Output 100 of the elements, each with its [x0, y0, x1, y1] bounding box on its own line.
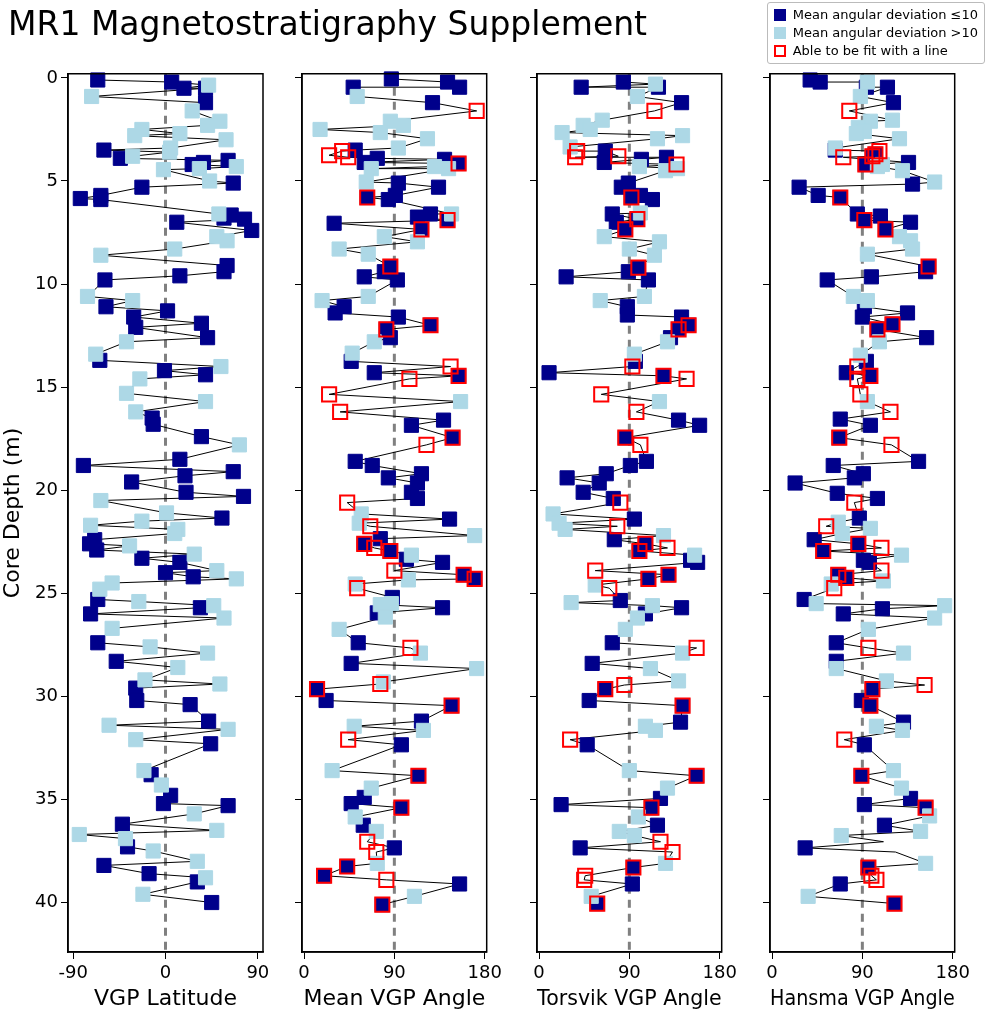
- point: [426, 159, 443, 175]
- point: [918, 855, 934, 871]
- point: [913, 823, 929, 839]
- x-tick-label: 0: [766, 961, 778, 983]
- y-tick-label: 10: [35, 271, 58, 293]
- point: [845, 288, 861, 305]
- point: [659, 334, 676, 350]
- point: [893, 547, 910, 563]
- point: [687, 547, 703, 563]
- point: [469, 660, 485, 677]
- point: [562, 731, 579, 748]
- point: [674, 128, 691, 144]
- point: [836, 731, 853, 748]
- point: [331, 241, 347, 257]
- legend-label: Able to be fit with a line: [792, 42, 948, 60]
- point: [368, 823, 384, 839]
- point: [841, 102, 858, 119]
- point: [368, 843, 385, 861]
- point: [636, 288, 652, 305]
- point: [862, 520, 878, 536]
- point: [800, 888, 816, 904]
- point: [621, 763, 637, 779]
- point: [419, 131, 436, 147]
- point: [366, 539, 383, 557]
- point: [332, 403, 349, 420]
- point: [347, 809, 363, 825]
- point: [563, 595, 579, 611]
- point: [557, 521, 573, 537]
- y-tick-label: 0: [46, 65, 58, 87]
- point: [891, 131, 908, 147]
- point: [859, 246, 875, 262]
- point: [366, 334, 382, 350]
- point: [321, 147, 338, 164]
- x-axis-title: Mean VGP Angle: [303, 984, 486, 1010]
- point: [871, 143, 888, 160]
- point: [312, 121, 328, 138]
- point: [612, 494, 629, 511]
- point: [631, 159, 647, 175]
- point: [868, 871, 885, 888]
- point: [688, 639, 705, 656]
- point: [630, 809, 646, 825]
- point: [569, 143, 586, 160]
- legend-label: Mean angular deviation >10: [792, 24, 978, 42]
- point: [402, 639, 419, 656]
- point: [601, 580, 618, 597]
- y-tick-label: 30: [35, 684, 58, 706]
- y-tick-label: 35: [35, 787, 58, 809]
- point: [360, 288, 376, 305]
- point: [468, 102, 485, 119]
- x-tick-label: 180: [935, 961, 970, 983]
- x-tick-label: 0: [298, 961, 310, 983]
- point: [927, 610, 943, 626]
- point: [833, 827, 849, 844]
- point: [860, 621, 876, 637]
- point: [349, 580, 366, 597]
- x-tick-label: 0: [159, 961, 172, 983]
- point: [674, 645, 691, 661]
- point: [670, 673, 687, 689]
- x-tick-label: 90: [246, 961, 270, 983]
- x-tick-label: 0: [533, 961, 545, 983]
- x-axis-title: VGP Latitude: [94, 984, 237, 1010]
- point: [453, 394, 469, 410]
- point: [400, 572, 416, 588]
- point: [652, 833, 669, 850]
- x-tick-label: 180: [702, 961, 737, 983]
- point: [624, 358, 641, 375]
- point: [340, 149, 357, 166]
- point: [339, 494, 356, 511]
- point: [576, 871, 593, 888]
- point: [321, 386, 338, 403]
- x-tick-label: 90: [382, 961, 406, 983]
- y-axis-title: Core Depth (m): [0, 427, 24, 599]
- point: [668, 156, 685, 173]
- point: [467, 528, 483, 544]
- point: [358, 174, 374, 190]
- point: [863, 867, 880, 884]
- point: [895, 645, 912, 661]
- point: [678, 370, 695, 387]
- point: [359, 833, 376, 850]
- point: [859, 74, 875, 90]
- y-tick-label: 25: [35, 580, 58, 602]
- point: [372, 124, 388, 141]
- point: [415, 722, 432, 738]
- point: [611, 823, 627, 839]
- point: [577, 867, 594, 884]
- point: [582, 121, 598, 138]
- point: [349, 88, 365, 105]
- point: [592, 292, 608, 309]
- point: [418, 436, 435, 453]
- point: [835, 149, 852, 166]
- point: [651, 394, 668, 410]
- point: [616, 676, 633, 694]
- point: [883, 436, 900, 453]
- point: [818, 518, 835, 535]
- point: [609, 518, 626, 535]
- point: [808, 596, 824, 612]
- point: [860, 639, 877, 656]
- x-tick-label: 180: [467, 961, 502, 983]
- point: [363, 780, 379, 796]
- point: [646, 247, 663, 263]
